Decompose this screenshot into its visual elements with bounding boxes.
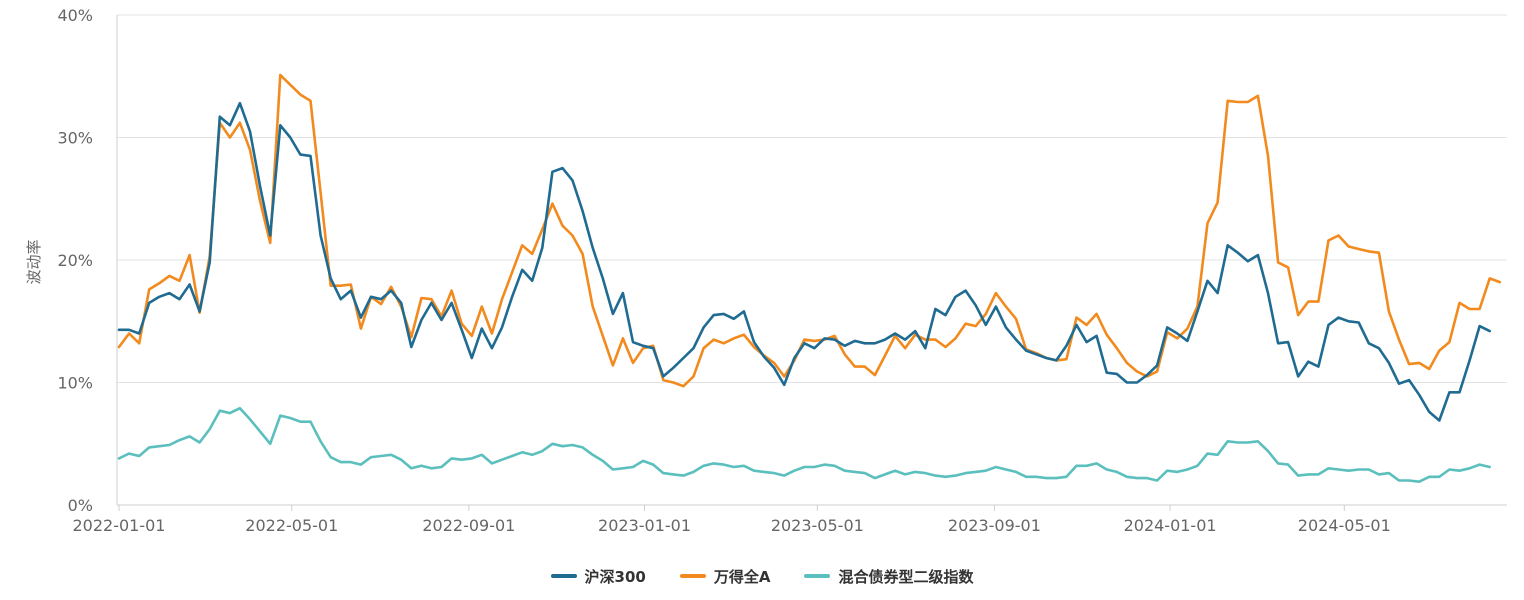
- legend-swatch-0: [550, 574, 577, 578]
- x-tick-label-1: 2022-05-01: [245, 516, 338, 535]
- x-tick-label-5: 2023-09-01: [948, 516, 1041, 535]
- legend-label-2: 混合债券型二级指数: [838, 567, 974, 586]
- y-tick-label-4: 40%: [57, 6, 93, 25]
- legend-item-0[interactable]: 沪深300: [550, 566, 646, 587]
- grid-lines: [117, 14, 1507, 383]
- x-tick-label-6: 2024-01-01: [1124, 516, 1217, 535]
- y-tick-label-2: 20%: [57, 251, 93, 270]
- legend-item-1[interactable]: 万得全A: [679, 566, 771, 587]
- x-tick-label-3: 2023-01-01: [598, 516, 691, 535]
- y-tick-label-1: 10%: [57, 374, 93, 393]
- legend: 沪深300 万得全A 混合债券型二级指数: [0, 562, 1524, 590]
- legend-swatch-2: [804, 574, 831, 578]
- y-tick-label-3: 30%: [57, 129, 93, 148]
- axes: [116, 15, 1507, 506]
- legend-swatch-1: [679, 574, 706, 578]
- series-line-0: [117, 101, 1491, 422]
- legend-label-1: 万得全A: [713, 567, 771, 586]
- legend-item-2[interactable]: 混合债券型二级指数: [804, 566, 973, 587]
- x-tick-label-0: 2022-01-01: [73, 516, 166, 535]
- x-axis-ticks: 2022-01-01 2022-05-01 2022-09-01 2023-01-01…: [73, 505, 1391, 535]
- x-tick-label-2: 2022-09-01: [422, 516, 515, 535]
- x-tick-label-4: 2023-05-01: [771, 516, 864, 535]
- series-lines: [117, 73, 1502, 484]
- y-tick-label-0: 0%: [68, 496, 93, 515]
- x-tick-label-7: 2024-05-01: [1298, 516, 1391, 535]
- y-axis-ticks: 0% 10% 20% 30% 40%: [57, 6, 93, 515]
- legend-label-0: 沪深300: [584, 567, 646, 586]
- series-line-2: [117, 406, 1491, 484]
- y-axis-label: 波动率: [25, 239, 43, 284]
- series-line-1: [117, 73, 1502, 388]
